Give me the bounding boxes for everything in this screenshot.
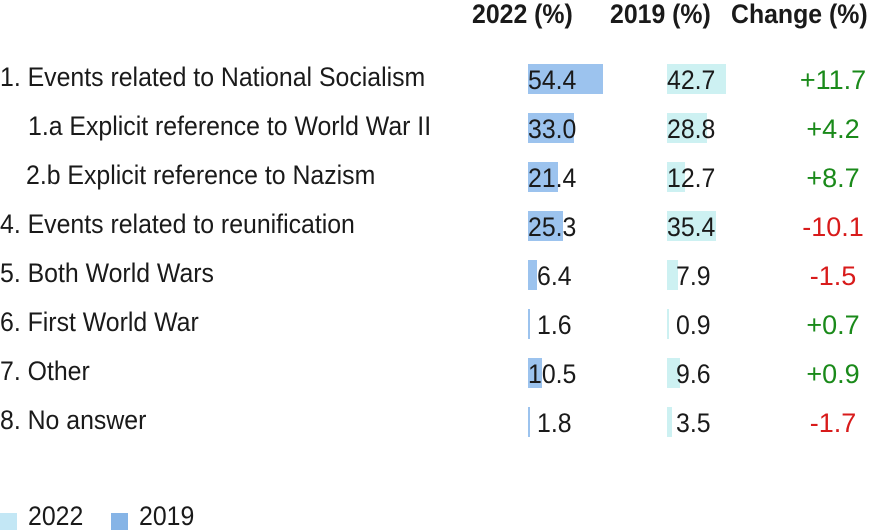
change-value: +8.7: [806, 163, 860, 193]
bar-2022: [528, 113, 574, 143]
bar-2022: [528, 358, 543, 388]
bar-2019: [667, 309, 669, 339]
value-2019: 3.5: [676, 408, 711, 438]
bar-2019: [667, 407, 672, 437]
bar-2019: [667, 211, 716, 241]
value-2019: 0.9: [676, 310, 711, 340]
row-label: 1.a Explicit reference to World War II: [28, 111, 432, 141]
bar-2019: [667, 260, 678, 290]
change-value: +0.9: [806, 359, 860, 389]
row-label: 2.b Explicit reference to Nazism: [26, 160, 376, 190]
change-value: -1.7: [809, 408, 857, 438]
value-2019: 7.9: [676, 261, 711, 291]
value-2022: 6.4: [537, 261, 572, 291]
change-value: +0.7: [806, 310, 860, 340]
value-2022: 1.8: [537, 408, 572, 438]
table-row: 1. Events related to National Socialism 5…: [0, 60, 878, 109]
row-label: 7. Other: [0, 356, 90, 386]
table-row: 8. No answer 1.8 3.5 -1.7: [0, 403, 878, 452]
value-2022: 54.4: [528, 65, 577, 95]
value-2019: 28.8: [667, 114, 716, 144]
table-row: 4. Events related to reunification 25.3 35…: [0, 207, 878, 256]
value-2019: 35.4: [667, 212, 716, 242]
bar-2022: [528, 211, 563, 241]
header-2022: 2022 (%): [472, 0, 573, 29]
row-label: 5. Both World Wars: [0, 258, 214, 288]
header-change: Change (%): [731, 0, 868, 29]
change-value: +4.2: [806, 114, 860, 144]
legend-label-2022: 2022: [28, 501, 84, 531]
legend-label-2019: 2019: [139, 501, 195, 531]
value-2022: 33.0: [528, 114, 577, 144]
value-2022: 10.5: [528, 359, 577, 389]
table-row: 2.b Explicit reference to Nazism 21.4 12.7…: [0, 158, 878, 207]
bar-2022: [528, 162, 558, 192]
row-label: 4. Events related to reunification: [0, 209, 355, 239]
value-2019: 12.7: [667, 163, 716, 193]
value-2019: 9.6: [676, 359, 711, 389]
row-label: 8. No answer: [0, 405, 147, 435]
bar-2019: [667, 358, 681, 388]
bar-2022: [528, 260, 537, 290]
header-2019: 2019 (%): [610, 0, 711, 29]
value-2019: 42.7: [667, 65, 716, 95]
bar-2022: [528, 64, 604, 94]
bar-2019: [667, 162, 685, 192]
bar-2022: [528, 309, 531, 339]
value-2022: 1.6: [537, 310, 572, 340]
legend-swatch-2019: [111, 513, 128, 530]
table-row: 1.a Explicit reference to World War II 33…: [0, 109, 878, 158]
legend-swatch-2022: [0, 513, 17, 530]
table-row: 7. Other 10.5 9.6 +0.9: [0, 354, 878, 403]
change-value: -1.5: [809, 261, 857, 291]
value-2022: 25.3: [528, 212, 577, 242]
bar-2019: [667, 64, 726, 94]
value-2022: 21.4: [528, 163, 577, 193]
change-value: +11.7: [799, 65, 867, 95]
bar-2022: [528, 407, 531, 437]
bar-2019: [667, 113, 707, 143]
table-row: 6. First World War 1.6 0.9 +0.7: [0, 305, 878, 354]
change-value: -10.1: [802, 212, 864, 242]
row-label: 6. First World War: [0, 307, 199, 337]
table-row: 5. Both World Wars 6.4 7.9 -1.5: [0, 256, 878, 305]
row-label: 1. Events related to National Socialism: [0, 62, 426, 92]
